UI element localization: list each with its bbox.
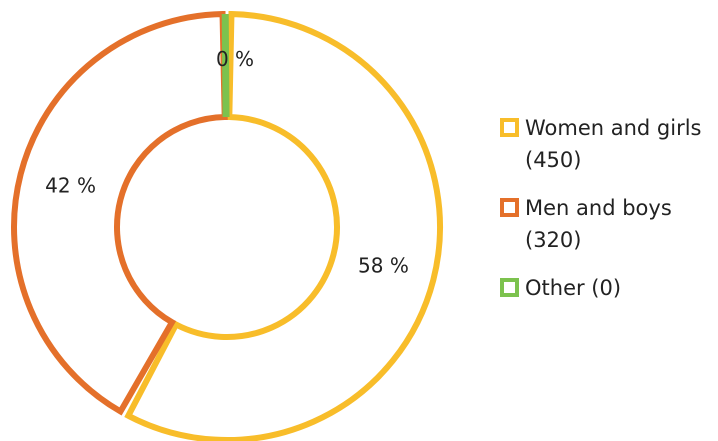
legend-swatch (500, 118, 519, 137)
legend-swatch (500, 278, 519, 297)
legend: Women and girls (450) Men and boys (320) O… (500, 112, 715, 320)
legend-item: Other (0) (500, 272, 715, 304)
legend-item: Men and boys (320) (500, 192, 715, 256)
data-label: 58 % (358, 254, 409, 278)
donut-segment (221, 13, 230, 118)
donut-segment (124, 10, 443, 441)
data-label: 0 % (216, 47, 254, 71)
legend-label: Women and girls (450) (525, 116, 702, 172)
legend-item: Women and girls (450) (500, 112, 715, 176)
legend-label: Men and boys (320) (525, 196, 672, 252)
donut-segment (11, 10, 228, 416)
data-label: 42 % (45, 173, 96, 197)
legend-swatch (500, 198, 519, 217)
chart: 58 % 42 % 0 % (11, 10, 443, 441)
legend-label: Other (0) (525, 276, 622, 300)
